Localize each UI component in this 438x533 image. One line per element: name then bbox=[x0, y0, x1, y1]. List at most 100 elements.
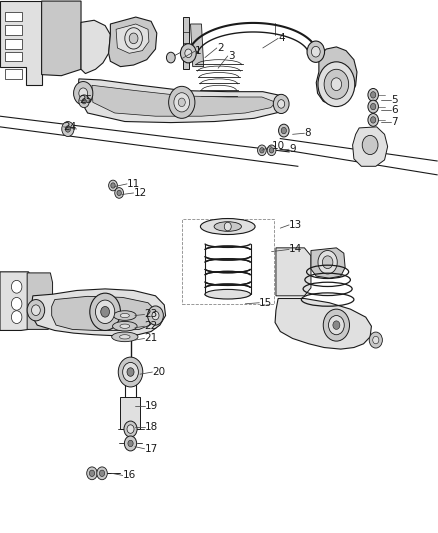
Polygon shape bbox=[311, 248, 345, 278]
Text: 14: 14 bbox=[289, 245, 302, 254]
Text: 1: 1 bbox=[195, 46, 201, 56]
Circle shape bbox=[174, 93, 190, 112]
Circle shape bbox=[368, 114, 378, 126]
Polygon shape bbox=[120, 397, 140, 429]
Circle shape bbox=[373, 336, 379, 344]
Circle shape bbox=[123, 362, 138, 382]
Text: 21: 21 bbox=[145, 334, 158, 343]
Circle shape bbox=[260, 148, 264, 153]
Circle shape bbox=[318, 251, 337, 274]
Polygon shape bbox=[81, 20, 110, 74]
Circle shape bbox=[368, 88, 378, 101]
Circle shape bbox=[125, 28, 142, 49]
Circle shape bbox=[97, 467, 107, 480]
Polygon shape bbox=[116, 24, 149, 53]
Circle shape bbox=[32, 305, 40, 316]
Circle shape bbox=[124, 436, 137, 451]
Text: 15: 15 bbox=[259, 298, 272, 308]
Polygon shape bbox=[32, 289, 166, 336]
Text: 5: 5 bbox=[391, 95, 398, 105]
Circle shape bbox=[87, 467, 97, 480]
Text: 19: 19 bbox=[145, 401, 158, 411]
Circle shape bbox=[369, 332, 382, 348]
Text: 13: 13 bbox=[289, 220, 302, 230]
Circle shape bbox=[118, 357, 143, 387]
Polygon shape bbox=[276, 248, 311, 296]
Circle shape bbox=[148, 306, 163, 325]
Polygon shape bbox=[52, 296, 155, 330]
Circle shape bbox=[11, 297, 22, 310]
Polygon shape bbox=[0, 1, 42, 85]
Circle shape bbox=[318, 62, 355, 107]
Polygon shape bbox=[183, 17, 189, 69]
Text: 24: 24 bbox=[64, 122, 77, 132]
Circle shape bbox=[278, 100, 285, 108]
Circle shape bbox=[224, 222, 231, 231]
Circle shape bbox=[371, 92, 376, 98]
Text: 9: 9 bbox=[289, 144, 296, 154]
Circle shape bbox=[152, 311, 159, 320]
Text: 12: 12 bbox=[134, 188, 147, 198]
Text: 17: 17 bbox=[145, 444, 158, 454]
Polygon shape bbox=[42, 1, 81, 76]
Polygon shape bbox=[78, 79, 288, 123]
Circle shape bbox=[362, 135, 378, 155]
Text: 22: 22 bbox=[145, 321, 158, 331]
Ellipse shape bbox=[112, 332, 138, 342]
Text: 23: 23 bbox=[145, 310, 158, 319]
Circle shape bbox=[368, 100, 378, 113]
Text: 25: 25 bbox=[80, 95, 93, 105]
Circle shape bbox=[166, 52, 175, 63]
Circle shape bbox=[27, 300, 45, 321]
Circle shape bbox=[333, 321, 340, 329]
Circle shape bbox=[269, 148, 274, 153]
Polygon shape bbox=[0, 272, 34, 330]
Circle shape bbox=[117, 190, 121, 196]
Circle shape bbox=[185, 49, 192, 58]
Circle shape bbox=[95, 300, 115, 324]
Text: 3: 3 bbox=[228, 51, 234, 61]
Circle shape bbox=[89, 470, 95, 477]
Circle shape bbox=[109, 180, 117, 191]
Circle shape bbox=[11, 311, 22, 324]
Circle shape bbox=[74, 82, 93, 105]
Circle shape bbox=[111, 183, 115, 188]
Ellipse shape bbox=[201, 219, 255, 235]
Bar bbox=[5, 12, 22, 21]
Circle shape bbox=[62, 122, 74, 136]
Polygon shape bbox=[191, 24, 204, 67]
Circle shape bbox=[115, 188, 124, 198]
Text: 4: 4 bbox=[278, 34, 285, 43]
Text: 8: 8 bbox=[304, 128, 311, 138]
Bar bbox=[5, 69, 22, 79]
Bar bbox=[5, 52, 22, 61]
Circle shape bbox=[169, 86, 195, 118]
Circle shape bbox=[331, 78, 342, 91]
Polygon shape bbox=[316, 47, 357, 106]
Circle shape bbox=[311, 46, 320, 57]
Circle shape bbox=[127, 368, 134, 376]
Polygon shape bbox=[109, 17, 157, 67]
Circle shape bbox=[90, 293, 120, 330]
Circle shape bbox=[79, 95, 89, 108]
Ellipse shape bbox=[113, 311, 136, 320]
Circle shape bbox=[328, 316, 344, 335]
Ellipse shape bbox=[113, 321, 137, 331]
Circle shape bbox=[324, 69, 349, 99]
Polygon shape bbox=[275, 298, 371, 349]
Circle shape bbox=[128, 440, 133, 447]
Polygon shape bbox=[27, 273, 53, 329]
Bar bbox=[5, 25, 22, 35]
Text: 7: 7 bbox=[391, 117, 398, 126]
Circle shape bbox=[82, 99, 86, 104]
Ellipse shape bbox=[214, 222, 241, 231]
Circle shape bbox=[371, 117, 376, 123]
Circle shape bbox=[322, 256, 333, 269]
Bar bbox=[5, 39, 22, 49]
Ellipse shape bbox=[120, 313, 129, 318]
Circle shape bbox=[307, 41, 325, 62]
Circle shape bbox=[281, 127, 286, 134]
Ellipse shape bbox=[120, 324, 130, 328]
Circle shape bbox=[279, 124, 289, 137]
Circle shape bbox=[323, 309, 350, 341]
